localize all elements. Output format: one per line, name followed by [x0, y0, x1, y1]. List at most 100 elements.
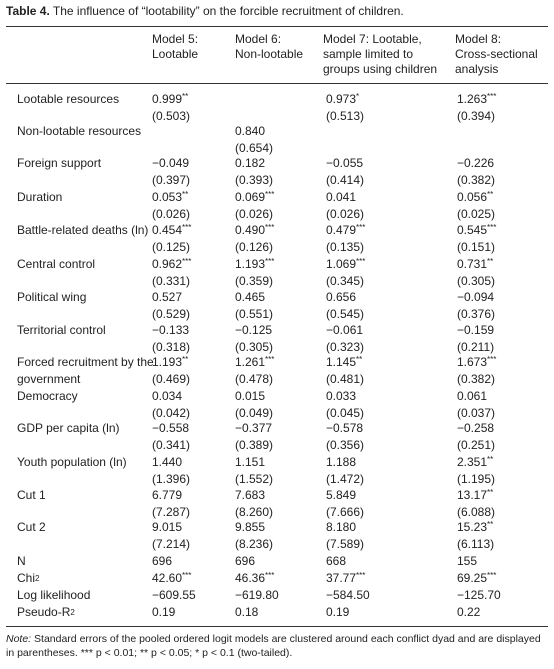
significance-stars: ***: [487, 223, 497, 232]
table-caption-text: The influence of “lootability” on the fo…: [52, 4, 404, 18]
table-cell: 0.490*** (0.126): [235, 222, 323, 255]
table-cell: 0.962*** (0.331): [152, 256, 240, 289]
standard-error: (0.025): [457, 206, 496, 221]
coefficient: −0.558: [152, 421, 190, 435]
row-label: Democracy: [17, 389, 78, 403]
stats-cell: 69.25***: [457, 570, 545, 587]
table-cell: −0.258 (0.251): [457, 420, 545, 453]
coefficient: 5.849: [326, 488, 357, 502]
standard-error: (0.393): [235, 172, 274, 187]
table-cell: −0.055 (0.414): [326, 155, 414, 188]
stats-label: N: [17, 553, 157, 570]
standard-error: (1.472): [326, 471, 365, 486]
standard-error: (0.305): [457, 273, 496, 288]
table-cell: 1.440 (1.396): [152, 454, 240, 487]
stats-cell: −584.50: [326, 587, 414, 604]
header-rule: [6, 83, 548, 84]
stats-value: 0.19: [326, 605, 350, 619]
significance-stars: ***: [265, 355, 275, 364]
coefficient: 1.145: [326, 355, 357, 369]
table-cell: 9.015 (7.214): [152, 519, 240, 552]
standard-error: (0.654): [235, 140, 274, 155]
table-cell: 0.479*** (0.135): [326, 222, 414, 255]
significance-stars: ***: [182, 223, 192, 232]
row-label: Political wing: [17, 290, 87, 304]
stats-cell: 46.36***: [235, 570, 323, 587]
significance-stars: ***: [265, 257, 275, 266]
significance-stars: ***: [356, 223, 366, 232]
standard-error: (8.260): [235, 504, 274, 519]
stats-value: 42.60: [152, 571, 183, 585]
table-cell: 0.015 (0.049): [235, 388, 323, 421]
table-cell: 0.527 (0.529): [152, 289, 240, 322]
significance-stars: **: [356, 355, 363, 364]
standard-error: (6.113): [457, 536, 495, 551]
stats-value: −584.50: [326, 588, 370, 602]
standard-error: (1.552): [235, 471, 274, 486]
significance-stars: **: [182, 190, 189, 199]
coefficient: −0.226: [457, 156, 495, 170]
column-header: Model 5: Lootable: [152, 32, 198, 77]
standard-error: (0.345): [326, 273, 365, 288]
coefficient: −0.578: [326, 421, 364, 435]
column-header-line: Model 8:: [455, 32, 502, 46]
standard-error: (0.529): [152, 306, 191, 321]
coefficient: 0.069: [235, 190, 266, 204]
standard-error: (7.214): [152, 536, 191, 551]
coefficient: 9.015: [152, 520, 183, 534]
coefficient: −0.258: [457, 421, 495, 435]
stats-label-superscript: 2: [35, 574, 40, 583]
table-cell: 0.545*** (0.151): [457, 222, 545, 255]
standard-error: (0.042): [152, 405, 191, 420]
stats-cell: −619.80: [235, 587, 323, 604]
stats-value: 696: [235, 554, 256, 568]
coefficient: 0.033: [326, 389, 357, 403]
standard-error: (0.545): [326, 306, 365, 321]
coefficient: 1.673: [457, 355, 488, 369]
column-header: Model 7: Lootable, sample limited to group…: [323, 32, 437, 77]
standard-error: (0.469): [152, 371, 191, 386]
significance-stars: **: [487, 455, 494, 464]
significance-stars: ***: [182, 571, 192, 580]
table-cell: 0.656 (0.545): [326, 289, 414, 322]
stats-value: 46.36: [235, 571, 266, 585]
column-header: Model 6: Non-lootable: [235, 32, 303, 77]
table-cell: −0.558 (0.341): [152, 420, 240, 453]
coefficient: 15.23: [457, 520, 488, 534]
table-cell: 0.069*** (0.026): [235, 189, 323, 222]
stats-value: −125.70: [457, 588, 501, 602]
table-cell: 1.188 (1.472): [326, 454, 414, 487]
coefficient: 0.973: [326, 92, 357, 106]
significance-stars: ***: [487, 92, 497, 101]
standard-error: (0.513): [326, 108, 365, 123]
coefficient: 0.731: [457, 257, 488, 271]
coefficient: 0.056: [457, 190, 488, 204]
coefficient: 0.545: [457, 223, 488, 237]
column-header-line: Model 7: Lootable,: [323, 32, 422, 46]
stats-value: 0.18: [235, 605, 259, 619]
row-label: Forced recruitment by the government: [17, 355, 154, 386]
row-label: GDP per capita (ln): [17, 421, 120, 435]
top-rule: [6, 26, 548, 27]
standard-error: (0.551): [235, 306, 274, 321]
table-cell: 0.840 (0.654): [235, 123, 323, 156]
table-cell: 0.999** (0.503): [152, 91, 240, 124]
standard-error: (0.323): [326, 339, 365, 354]
coefficient: 0.061: [457, 389, 488, 403]
standard-error: (0.037): [457, 405, 496, 420]
coefficient: 1.069: [326, 257, 357, 271]
table-cell: −0.094 (0.376): [457, 289, 545, 322]
standard-error: (0.331): [152, 273, 191, 288]
column-header-line: groups using children: [323, 62, 438, 76]
standard-error: (0.045): [326, 405, 365, 420]
column-header-line: [152, 62, 198, 77]
standard-error: (0.359): [235, 273, 274, 288]
table-cell: 13.17** (6.088): [457, 487, 545, 520]
significance-stars: **: [487, 190, 494, 199]
table-note-label: Note:: [6, 633, 32, 645]
standard-error: (0.356): [326, 437, 365, 452]
table-cell: 0.973* (0.513): [326, 91, 414, 124]
significance-stars: **: [182, 92, 189, 101]
table-cell: −0.226 (0.382): [457, 155, 545, 188]
column-header-line: Cross-sectional: [455, 47, 538, 61]
